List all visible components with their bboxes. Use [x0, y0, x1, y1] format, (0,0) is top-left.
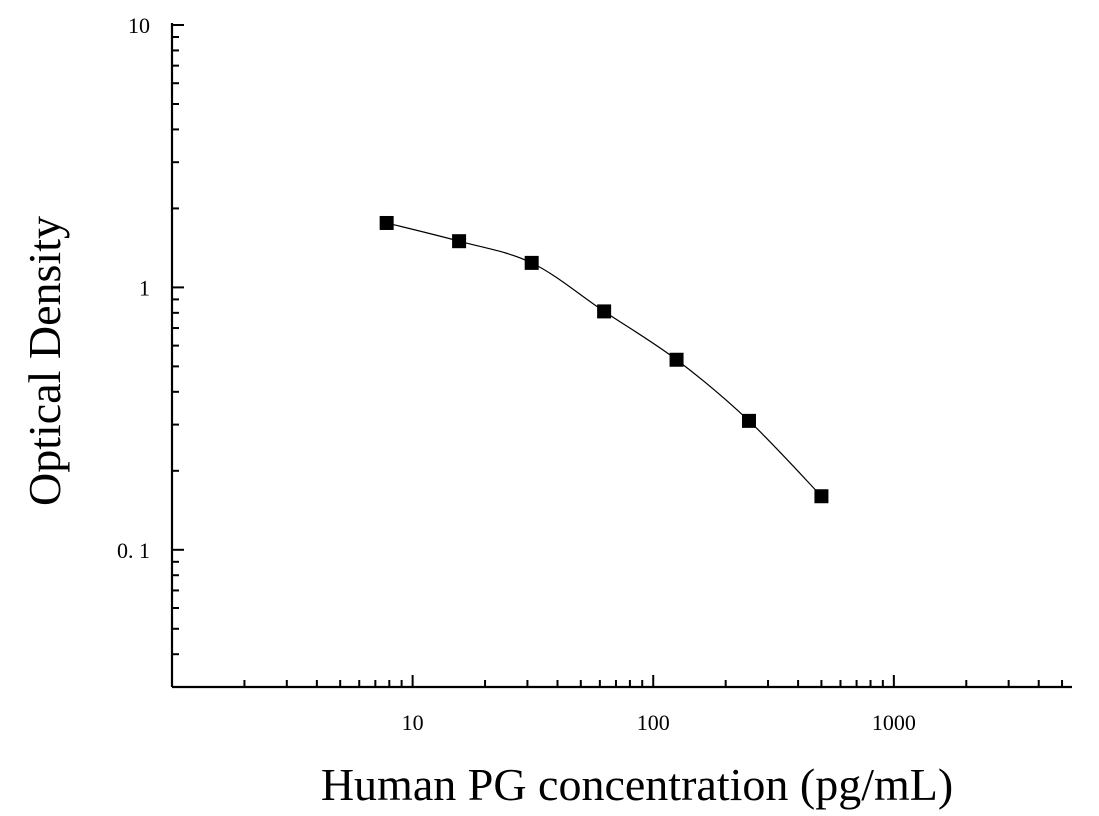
- data-point: [452, 234, 467, 249]
- data-point: [741, 413, 756, 428]
- y-tick-label: 10: [128, 13, 150, 38]
- data-point: [524, 255, 539, 270]
- y-axis-ticks: 10 1 0. 1: [117, 13, 184, 688]
- y-tick-label: 1: [139, 275, 150, 300]
- x-tick-label: 100: [637, 710, 670, 735]
- y-axis-title: Optical Density: [19, 216, 70, 506]
- data-point: [669, 352, 684, 367]
- x-tick-label: 10: [402, 710, 424, 735]
- x-tick-label: 1000: [872, 710, 916, 735]
- data-point: [379, 215, 394, 230]
- data-points: [379, 215, 829, 504]
- data-point: [597, 304, 612, 319]
- x-axis-title: Human PG concentration (pg/mL): [321, 759, 953, 810]
- x-axis-ticks: 10 100 1000: [243, 675, 1064, 735]
- y-tick-label: 0. 1: [117, 538, 150, 563]
- fit-curve: [386, 222, 822, 497]
- data-point: [814, 489, 829, 504]
- axes: [170, 23, 1072, 689]
